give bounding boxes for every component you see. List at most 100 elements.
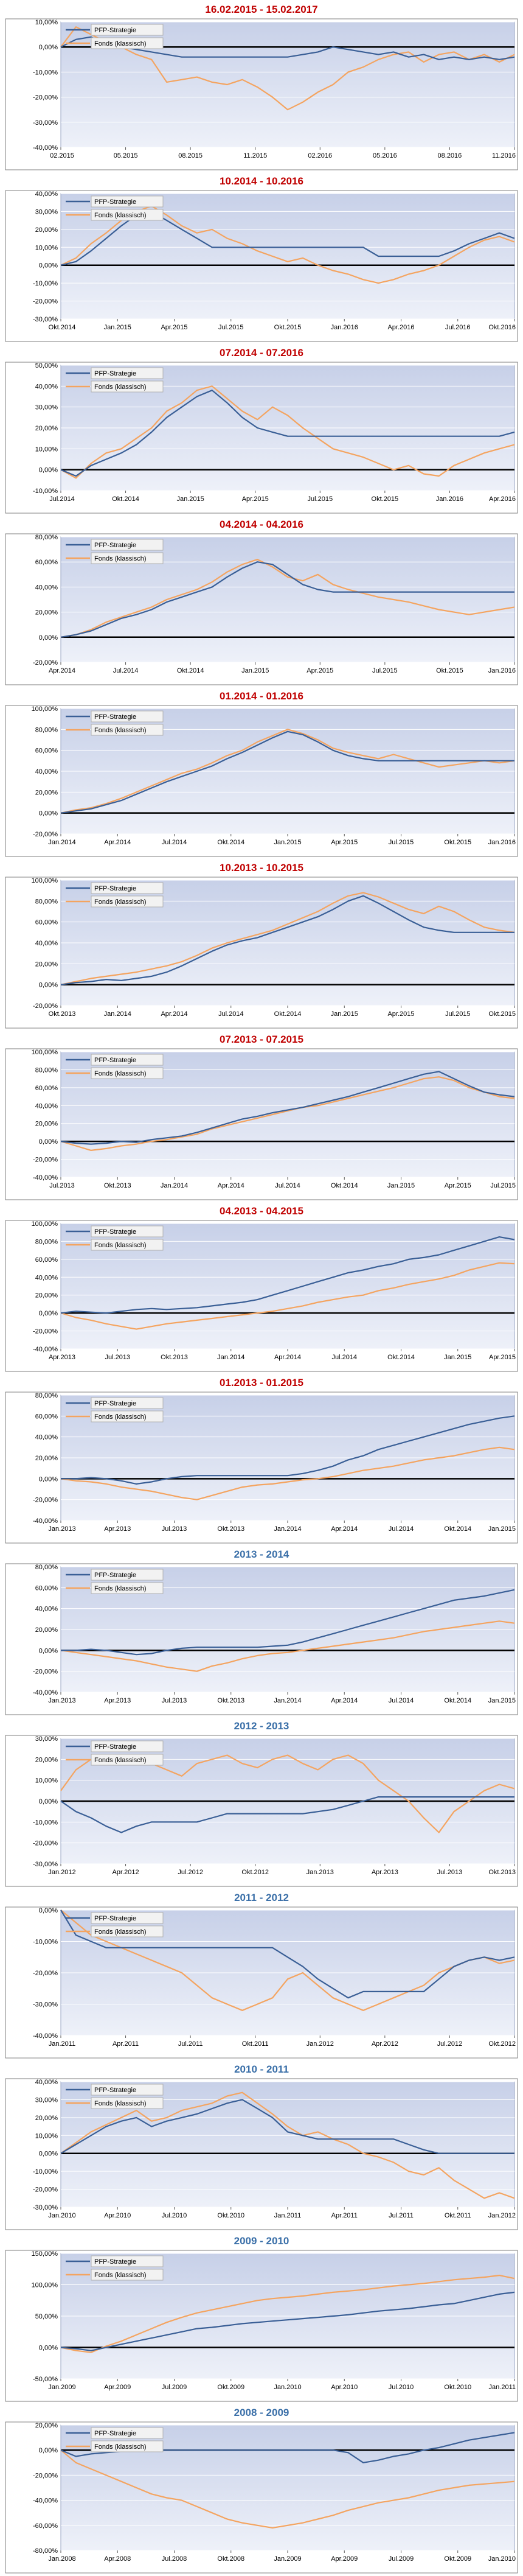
series-line-pfp <box>60 895 514 985</box>
chart-title: 2009 - 2010 <box>234 2235 289 2247</box>
x-tick-label: 02.2016 <box>308 152 332 159</box>
line-chart: -80,00% -60,00% -40,00% -20,00% 0,00% 20,00% J… <box>5 2421 518 2574</box>
y-tick-label: 80,00% <box>35 1392 58 1399</box>
x-tick-label: 11.2015 <box>243 152 267 159</box>
x-tick-label: Okt.2015 <box>372 495 399 503</box>
legend-box <box>91 552 164 564</box>
y-tick-label: 150,00% <box>32 2250 58 2258</box>
y-tick-label: 60,00% <box>35 919 58 926</box>
y-tick-label: -20,00% <box>33 1668 58 1676</box>
x-tick-label: Okt.2011 <box>242 2040 269 2048</box>
x-tick-label: Jul.2015 <box>389 839 414 846</box>
y-tick-label: 100,00% <box>32 877 58 884</box>
x-tick-label: Jan.2015 <box>331 1010 358 1018</box>
legend-box <box>91 1740 164 1752</box>
x-tick-label: Okt.2014 <box>444 1697 471 1704</box>
chart-title: 2008 - 2009 <box>234 2407 289 2418</box>
y-tick-label: 0,00% <box>39 1647 58 1654</box>
x-tick-label: Jan.2016 <box>331 324 358 331</box>
series-line-pfp <box>61 1589 515 1656</box>
legend-box <box>91 1225 164 1237</box>
x-tick-label: Apr.2014 <box>331 1697 358 1704</box>
chart-panel: 2011 - 2012 -40,00% -30,00% -20,00% -10,00% 0… <box>5 1892 518 2061</box>
series-line-pfp <box>60 561 514 638</box>
y-tick-label: 100,00% <box>32 2282 58 2289</box>
y-tick-label: 10,00% <box>35 244 58 251</box>
y-tick-label: -20,00% <box>33 2186 58 2194</box>
x-tick-label: Jan.2014 <box>161 1182 188 1189</box>
x-tick-label: Jan.2010 <box>274 2384 301 2391</box>
series-line-pfp <box>60 1236 515 1314</box>
series-line-fonds <box>60 1620 515 1672</box>
y-tick-label: 0,00% <box>39 1907 58 1914</box>
x-tick-label: Jan.2015 <box>488 1525 516 1533</box>
x-tick-label: Okt.2014 <box>387 1354 415 1361</box>
legend: PFP-Strategie Fonds (klassisch) <box>66 195 164 221</box>
y-tick-label: 60,00% <box>35 1584 58 1592</box>
x-tick-label: Apr.2012 <box>372 2040 398 2048</box>
x-tick-label: Jan.2014 <box>217 1354 244 1361</box>
x-tick-label: Jan.2015 <box>241 667 269 674</box>
y-tick-label: -30,00% <box>33 316 58 323</box>
legend: PFP-Strategie Fonds (klassisch) <box>66 367 164 393</box>
y-tick-label: 20,00% <box>35 425 58 432</box>
x-tick-label: Jul.2013 <box>162 1697 187 1704</box>
legend-label-pfp: PFP-Strategie <box>94 2258 136 2266</box>
series-line-fonds <box>60 1076 515 1151</box>
x-tick-label: Jan.2015 <box>274 839 301 846</box>
y-tick-label: 0,00% <box>39 1798 58 1805</box>
x-tick-label: Jul.2014 <box>389 1525 414 1533</box>
x-tick-label: Apr.2016 <box>489 495 516 503</box>
line-chart: -40,00% -20,00% 0,00% 20,00% 40,00% 60,00% 80,… <box>5 1563 518 1715</box>
x-tick-label: Jul.2008 <box>162 2555 187 2563</box>
series-line-fonds <box>60 1262 515 1330</box>
y-tick-label: -10,00% <box>33 488 58 495</box>
x-tick-label: Apr.2015 <box>331 839 358 846</box>
series-line-pfp <box>60 390 515 477</box>
legend: PFP-Strategie Fonds (klassisch) <box>66 1912 164 1937</box>
series-line-fonds <box>60 2274 515 2353</box>
x-tick-label: Apr.2013 <box>104 1697 131 1704</box>
y-tick-label: -20,00% <box>33 2472 58 2479</box>
legend: PFP-Strategie Fonds (klassisch) <box>66 1397 164 1423</box>
series-line-pfp <box>60 1909 515 1999</box>
chart-panel: 2009 - 2010 -50,00% 0,00% 50,00% 100,00% 150,… <box>5 2235 518 2404</box>
x-tick-label: Okt.2014 <box>177 667 204 674</box>
y-tick-label: -10,00% <box>33 2168 58 2175</box>
y-tick-label: 100,00% <box>32 705 58 713</box>
legend-box <box>91 367 164 379</box>
y-tick-label: 10,00% <box>35 2132 58 2140</box>
y-tick-label: -20,00% <box>33 94 58 102</box>
y-tick-label: -20,00% <box>33 831 58 838</box>
y-tick-label: 20,00% <box>35 2422 58 2429</box>
x-tick-label: Jan.2012 <box>307 2040 334 2048</box>
y-tick-label: 80,00% <box>35 1238 58 1245</box>
x-tick-label: Okt.2010 <box>444 2384 471 2391</box>
y-tick-label: 60,00% <box>35 747 58 755</box>
y-tick-label: -20,00% <box>33 1157 58 1164</box>
legend-label-fonds: Fonds (klassisch) <box>94 212 147 219</box>
y-tick-label: -30,00% <box>33 2001 58 2009</box>
legend-label-fonds: Fonds (klassisch) <box>94 1070 147 1077</box>
x-tick-label: Okt.2015 <box>444 839 471 846</box>
y-tick-label: 40,00% <box>35 768 58 775</box>
legend-box <box>91 1239 164 1251</box>
y-tick-label: -30,00% <box>33 2204 58 2211</box>
y-tick-label: 20,00% <box>35 1292 58 1300</box>
x-tick-label: Okt.2016 <box>488 324 516 331</box>
series-line-pfp <box>60 2291 515 2351</box>
y-tick-label: 50,00% <box>35 362 58 369</box>
chart-title: 10.2013 - 10.2015 <box>219 862 303 873</box>
chart-panel: 2010 - 2011 -30,00% -20,00% -10,00% 0,00% 10,… <box>5 2063 518 2233</box>
legend-label-fonds: Fonds (klassisch) <box>94 1413 147 1421</box>
x-tick-label: Apr.2014 <box>161 1010 187 1018</box>
legend-label-pfp: PFP-Strategie <box>94 1915 136 1922</box>
legend-label-fonds: Fonds (klassisch) <box>94 1585 147 1592</box>
chart-title: 04.2013 - 04.2015 <box>219 1205 303 1217</box>
chart-panel: 01.2014 - 01.2016 -20,00% 0,00% 20,00% 40,00… <box>5 690 518 859</box>
y-tick-label: -10,00% <box>33 69 58 76</box>
x-tick-label: Jul.2009 <box>162 2384 187 2391</box>
x-tick-label: 05.2016 <box>373 152 397 159</box>
x-tick-label: Jul.2013 <box>105 1354 130 1361</box>
